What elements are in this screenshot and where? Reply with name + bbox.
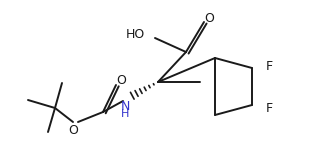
Text: O: O: [116, 74, 126, 86]
Text: F: F: [266, 59, 273, 73]
Text: F: F: [266, 102, 273, 116]
Text: N: N: [120, 100, 130, 112]
Text: O: O: [68, 123, 78, 136]
Text: HO: HO: [126, 29, 145, 41]
Text: H: H: [121, 109, 129, 119]
Text: O: O: [204, 12, 214, 24]
